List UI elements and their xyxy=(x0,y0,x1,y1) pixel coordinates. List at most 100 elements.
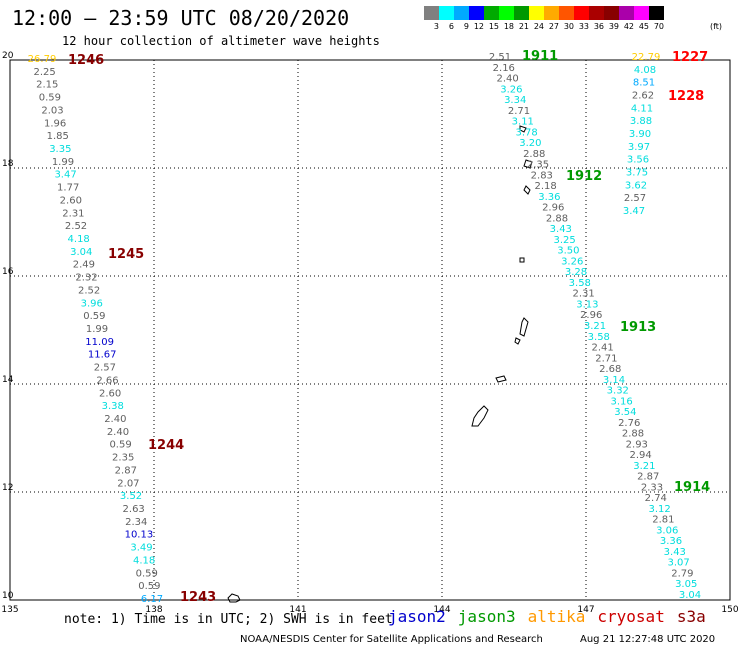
legend-label: 36 xyxy=(593,22,604,31)
swh-value: 3.58 xyxy=(588,332,610,343)
x-tick-label: 144 xyxy=(433,605,450,615)
swh-value: 3.13 xyxy=(576,299,598,310)
swh-value: 2.94 xyxy=(629,450,651,461)
swh-value: 0.59 xyxy=(138,581,160,592)
swh-value: 3.04 xyxy=(679,590,701,601)
swh-value: 2.66 xyxy=(96,375,118,386)
y-tick-label: 10 xyxy=(2,591,14,601)
y-tick-label: 14 xyxy=(2,375,14,385)
swh-value: 2.74 xyxy=(645,493,667,504)
legend-swatch xyxy=(559,6,574,20)
orbit-label: 1913 xyxy=(620,320,656,335)
legend-swatch xyxy=(544,6,559,20)
swh-value: 3.26 xyxy=(500,84,522,95)
island-rota xyxy=(495,375,507,383)
swh-value: 2.35 xyxy=(527,160,549,171)
legend-label: 42 xyxy=(623,22,634,31)
legend-swatch xyxy=(649,6,664,20)
swh-value: 10.13 xyxy=(125,530,154,541)
legend-labels: 3 6 9 12 15 18 21 24 27 30 33 36 39 42 45 70 xyxy=(424,22,664,31)
swh-value: 2.87 xyxy=(637,472,659,483)
y-tick-label: 20 xyxy=(2,51,14,61)
swh-value: 3.52 xyxy=(120,491,142,502)
swh-value: 3.14 xyxy=(603,375,625,386)
swh-value: 3.36 xyxy=(660,536,682,547)
swh-value: 3.88 xyxy=(630,116,652,127)
swh-value: 3.06 xyxy=(656,525,678,536)
swh-value: 2.16 xyxy=(493,63,515,74)
swh-value: 2.07 xyxy=(117,478,139,489)
legend-swatch xyxy=(514,6,529,20)
swh-value: 2.03 xyxy=(41,105,63,116)
swh-value: 2.60 xyxy=(99,388,121,399)
swh-value: 2.41 xyxy=(591,343,613,354)
swh-value: 2.71 xyxy=(508,106,530,117)
swh-value: 3.75 xyxy=(626,168,648,179)
swh-value: 2.32 xyxy=(75,273,97,284)
swh-value: 11.67 xyxy=(88,350,117,361)
swh-value: 1.85 xyxy=(47,131,69,142)
legend-swatch xyxy=(439,6,454,20)
swh-value: 3.04 xyxy=(70,247,92,258)
swh-value: 2.31 xyxy=(572,289,594,300)
swh-value: 1.99 xyxy=(86,324,108,335)
satellite-name: cryosat xyxy=(597,607,665,626)
swh-value: 2.87 xyxy=(115,465,137,476)
swh-value: 3.21 xyxy=(584,321,606,332)
swh-value: 2.96 xyxy=(580,310,602,321)
legend-label: 24 xyxy=(533,22,544,31)
swh-value: 1.77 xyxy=(57,183,79,194)
swh-value: 2.68 xyxy=(599,364,621,375)
swh-value: 3.12 xyxy=(648,504,670,515)
grid-lines xyxy=(10,60,730,600)
legend-label: 45 xyxy=(638,22,649,31)
legend-unit: (ft) xyxy=(710,22,723,31)
swh-value: 1.96 xyxy=(44,118,66,129)
swh-value: 3.32 xyxy=(607,386,629,397)
legend-label: 9 xyxy=(463,22,469,31)
swh-value: 3.11 xyxy=(512,117,534,128)
swh-value: 2.88 xyxy=(622,429,644,440)
satellite-name: altika xyxy=(527,607,586,626)
orbit-label: 1911 xyxy=(522,49,558,64)
swh-value: 2.71 xyxy=(595,353,617,364)
island-small-4 xyxy=(227,593,241,603)
island-outlines xyxy=(227,125,533,603)
swh-value: 3.34 xyxy=(504,95,526,106)
swh-value: 2.81 xyxy=(652,515,674,526)
orbit-label: 1244 xyxy=(148,438,184,453)
legend-swatch xyxy=(484,6,499,20)
orbit-number-labels: 1246 1245 1244 1243 1911 1912 1913 1914 1227 1228 xyxy=(68,49,710,605)
map-title: 12:00 – 23:59 UTC 08/20/2020 xyxy=(12,6,350,30)
swh-value: 2.62 xyxy=(632,91,654,102)
swh-value: 2.52 xyxy=(65,221,87,232)
swh-value: 0.59 xyxy=(39,93,61,104)
swh-value: 3.58 xyxy=(569,278,591,289)
orbit-label: 1228 xyxy=(668,89,704,104)
legend-swatch xyxy=(499,6,514,20)
map-subtitle: 12 hour collection of altimeter wave hei… xyxy=(62,34,380,48)
swh-value: 0.59 xyxy=(136,568,158,579)
swh-value: 3.47 xyxy=(54,170,76,181)
island-small-2 xyxy=(523,159,533,169)
legend-swatch xyxy=(469,6,484,20)
swh-value: 3.43 xyxy=(664,547,686,558)
swh-value: 3.05 xyxy=(675,579,697,590)
swh-value: 2.76 xyxy=(618,418,640,429)
swh-value: 2.33 xyxy=(641,482,663,493)
legend-label: 33 xyxy=(578,22,589,31)
swh-value: 3.49 xyxy=(130,543,152,554)
legend-label: 3 xyxy=(433,22,439,31)
swh-value: 2.60 xyxy=(60,195,82,206)
swh-value: 2.88 xyxy=(546,213,568,224)
swh-value: 22.79 xyxy=(632,52,661,63)
swh-value: 2.35 xyxy=(112,453,134,464)
orbit-label: 1245 xyxy=(108,247,144,262)
legend-swatch xyxy=(604,6,619,20)
swh-value: 2.96 xyxy=(542,203,564,214)
swh-value: 3.96 xyxy=(81,298,103,309)
swh-value: 2.52 xyxy=(78,285,100,296)
y-tick-label: 18 xyxy=(2,159,14,169)
swh-value: 3.38 xyxy=(102,401,124,412)
legend-label: 15 xyxy=(488,22,499,31)
